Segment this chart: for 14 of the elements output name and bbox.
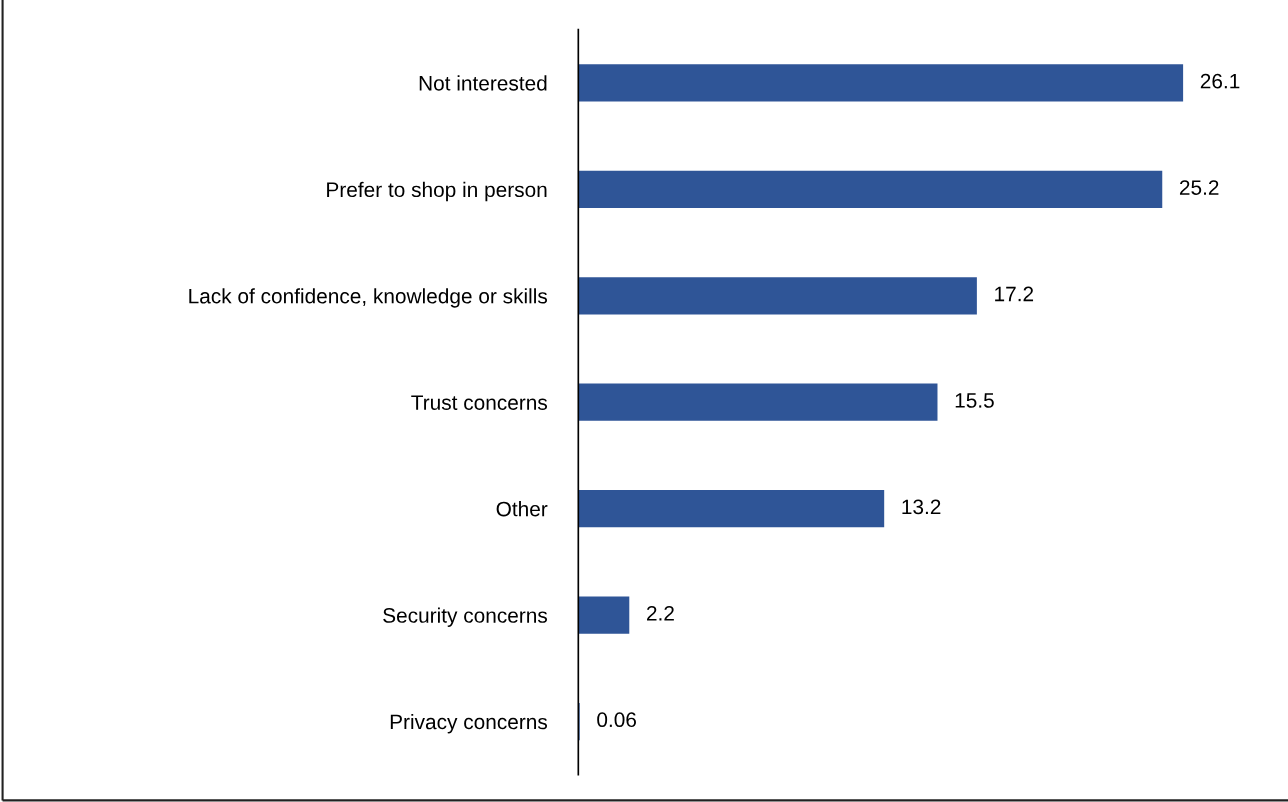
y-tick-label: Prefer to shop in person <box>327 181 547 202</box>
data-label: 2.2 <box>647 605 674 621</box>
y-tick-label: Security concerns <box>383 607 548 627</box>
y-tick-label: Not interested <box>419 75 547 91</box>
data-label: 26.1 <box>1200 73 1240 89</box>
data-label: 13.2 <box>902 499 941 515</box>
y-tick-label: Privacy concerns <box>390 713 548 734</box>
y-tick-label: Other <box>496 501 548 517</box>
data-label: 15.5 <box>955 393 994 408</box>
data-label: 0.06 <box>597 712 636 728</box>
y-tick-label: Trust concerns <box>411 395 548 410</box>
y-tick-label: Lack of confidence, knowledge or skills <box>189 288 548 308</box>
data-label: 17.2 <box>995 286 1034 302</box>
data-label: 25.2 <box>1179 180 1219 195</box>
